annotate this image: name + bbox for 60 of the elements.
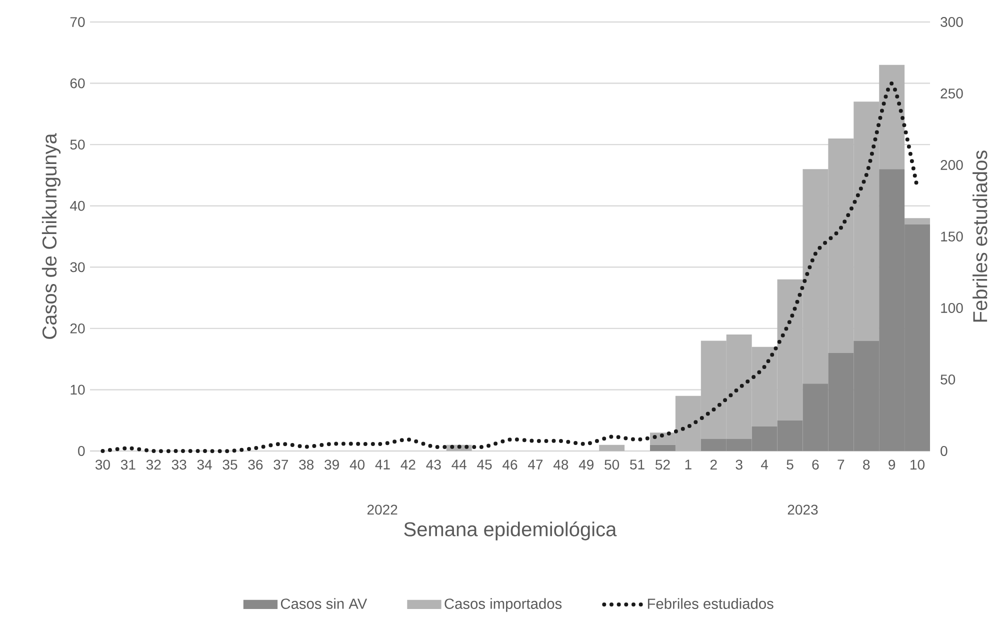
y2-axis-title: Febriles estudiados (972, 150, 988, 322)
bar (650, 444, 676, 451)
x-tick-label: 45 (477, 460, 492, 470)
bar (904, 218, 930, 224)
y-tick-label: 60 (70, 78, 85, 88)
x-tick-label: 32 (146, 460, 161, 470)
x-tick-label: 47 (528, 460, 543, 470)
x-tick-label: 10 (910, 460, 925, 470)
y-tick-label: 70 (70, 17, 85, 27)
x-tick-label: 33 (172, 460, 186, 470)
text: 2023 (788, 504, 818, 515)
x-tick-label: 51 (630, 460, 644, 470)
y-tick-label: 0 (78, 446, 85, 456)
y-tick-label: 20 (70, 323, 85, 334)
x-tick-label: 9 (888, 460, 896, 470)
x-tick-label: 49 (578, 460, 594, 470)
y2-tick-label: 150 (941, 232, 963, 242)
y2-tick-label: 250 (940, 88, 963, 98)
x-tick-label: 50 (604, 460, 620, 470)
x-tick-label: 31 (120, 460, 136, 470)
x-tick-label: 38 (299, 460, 314, 470)
y2-tick-label: 200 (940, 160, 963, 170)
y-tick-label: 10 (70, 384, 85, 395)
bar (599, 444, 625, 451)
line-series (100, 81, 920, 454)
x-tick-label: 35 (222, 460, 238, 470)
x-tick-label: 30 (95, 460, 110, 470)
x-tick-label: 52 (656, 460, 670, 470)
y2-tick-label: 0 (940, 446, 948, 456)
x-tick-label: 4 (760, 460, 768, 470)
x-tick-label: 3 (736, 460, 742, 470)
legend-label: Casos importados (444, 598, 562, 612)
x-tick-label: 39 (324, 460, 339, 470)
legend-label: Febriles estudiados (648, 598, 774, 609)
x-tick-label: 40 (350, 460, 365, 470)
y-axis-title: Casos de Chikungunya (42, 133, 61, 339)
x-tick-label: 42 (400, 460, 416, 470)
x-tick-label: 46 (502, 460, 518, 470)
y2-tick-label: 50 (940, 374, 956, 384)
y2-tick-label: 100 (941, 303, 963, 313)
x-tick-label: 2 (710, 460, 717, 470)
text: 2022 (367, 504, 398, 515)
x-tick-label: 5 (786, 460, 794, 470)
x-tick-label: 34 (197, 460, 212, 470)
y-tick-label: 50 (70, 140, 85, 150)
x-tick-label: 43 (426, 460, 441, 470)
x-tick-label: 36 (248, 460, 263, 470)
x-tick-label: 44 (452, 460, 466, 470)
x-tick-label: 8 (863, 460, 870, 470)
y2-tick-label: 300 (940, 17, 963, 27)
x-axis-title: Semana epidemiológica (404, 521, 617, 540)
x-tick-label: 1 (685, 460, 692, 470)
x-tick-label: 48 (553, 460, 568, 470)
legend-label: Casos sin AV (280, 598, 368, 609)
x-tick-label: 6 (812, 460, 819, 470)
y-tick-label: 40 (70, 200, 85, 211)
x-tick-label: 41 (375, 460, 390, 470)
y-tick-label: 30 (70, 262, 85, 272)
x-tick-label: 7 (838, 460, 844, 470)
x-tick-label: 37 (274, 460, 288, 470)
